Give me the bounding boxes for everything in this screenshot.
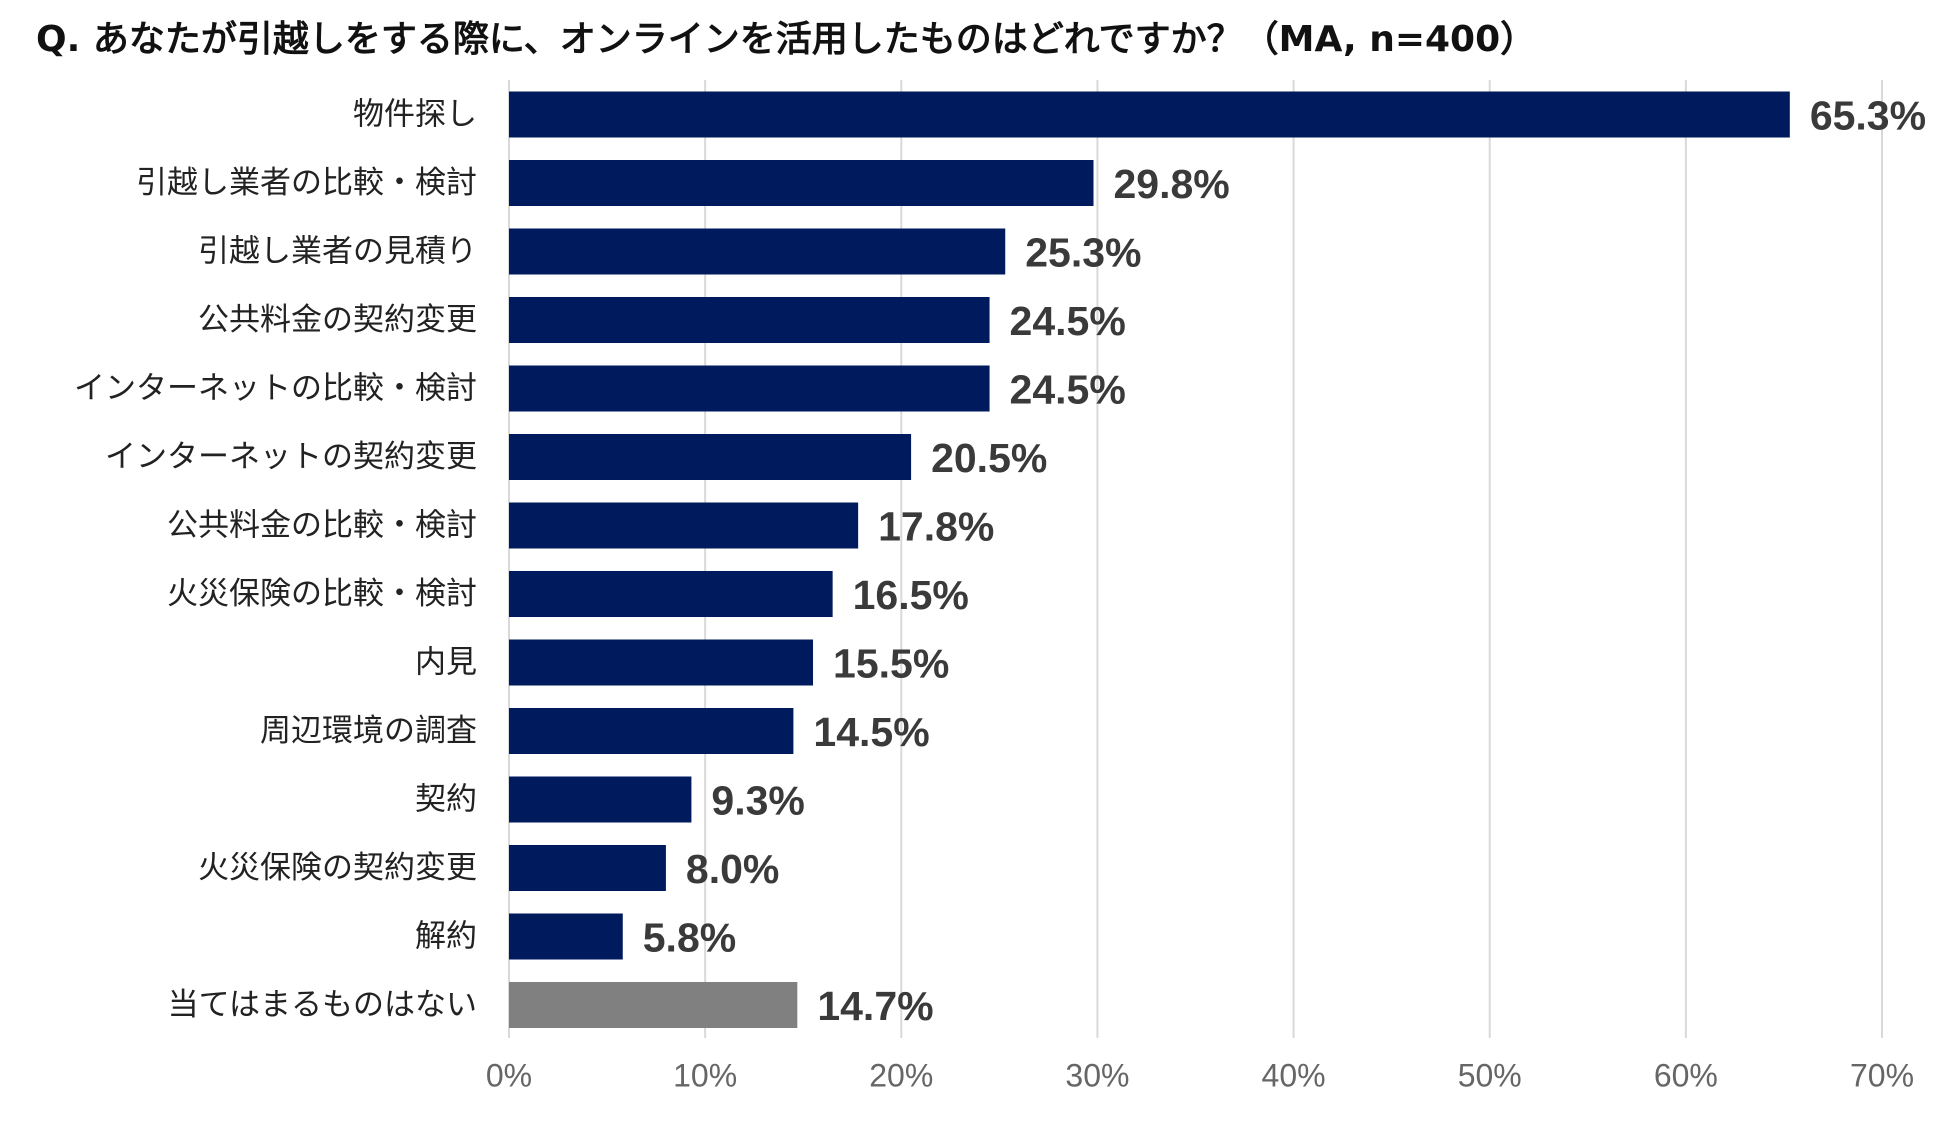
category-label: 物件探し — [353, 97, 477, 133]
x-tick-label: 70% — [1850, 1057, 1914, 1093]
category-label: 周辺環境の調査 — [260, 713, 477, 749]
x-tick-label: 60% — [1654, 1057, 1718, 1093]
bar — [509, 365, 990, 412]
bar — [509, 434, 912, 480]
bar — [509, 913, 623, 960]
value-label: 15.5% — [833, 641, 949, 687]
category-label: 内見 — [415, 645, 477, 681]
label-layer: 物件探し 65.3% 引越し業者の比較・検討 29.8% 引越し業者の見積り 25.3% 公… — [74, 93, 1926, 1030]
bar — [509, 571, 833, 617]
x-tick-label: 10% — [673, 1057, 737, 1093]
value-label: 16.5% — [853, 572, 969, 618]
value-label: 29.8% — [1114, 161, 1230, 207]
x-tick-label: 40% — [1262, 1057, 1326, 1093]
value-label: 24.5% — [1010, 367, 1126, 413]
grid-layer — [508, 80, 1883, 1038]
category-label: 当てはまるものはない — [168, 987, 477, 1023]
category-label: インターネットの比較・検討 — [74, 371, 477, 407]
value-label: 17.8% — [878, 504, 994, 550]
x-tick-label: 50% — [1458, 1057, 1522, 1093]
bar — [509, 982, 798, 1028]
value-label: 65.3% — [1810, 93, 1926, 139]
x-tick-label: 0% — [486, 1057, 532, 1093]
x-axis: 0% 10% 20% 30% 40% 50% 60% 70% — [486, 1057, 1914, 1093]
bar — [509, 776, 692, 823]
category-label: 引越し業者の見積り — [198, 234, 477, 270]
category-label: 解約 — [415, 919, 477, 955]
value-label: 20.5% — [931, 435, 1047, 481]
category-label: 公共料金の契約変更 — [198, 302, 477, 338]
bar — [509, 297, 990, 343]
value-label: 24.5% — [1010, 298, 1126, 344]
bar — [509, 91, 1790, 138]
value-label: 8.0% — [686, 846, 779, 892]
bar — [509, 160, 1094, 206]
value-label: 25.3% — [1025, 230, 1141, 276]
category-label: 火災保険の比較・検討 — [167, 576, 477, 612]
bar — [509, 845, 666, 891]
category-label: 公共料金の比較・検討 — [167, 508, 477, 544]
bar — [509, 228, 1006, 275]
category-label: インターネットの契約変更 — [105, 439, 477, 475]
x-tick-label: 30% — [1065, 1057, 1129, 1093]
bar — [509, 708, 794, 754]
category-label: 火災保険の契約変更 — [198, 850, 477, 886]
category-label: 引越し業者の比較・検討 — [136, 165, 477, 201]
bar — [509, 639, 814, 686]
chart-title: Q. あなたが引越しをする際に、オンラインを活用したものはどれですか？（MA, … — [36, 19, 1537, 60]
bar — [509, 502, 859, 549]
value-label: 14.7% — [817, 983, 933, 1029]
x-tick-label: 20% — [869, 1057, 933, 1093]
value-label: 14.5% — [813, 709, 929, 755]
value-label: 9.3% — [711, 778, 804, 824]
value-label: 5.8% — [643, 915, 736, 961]
bar-layer — [509, 91, 1790, 1028]
category-label: 契約 — [415, 782, 477, 818]
